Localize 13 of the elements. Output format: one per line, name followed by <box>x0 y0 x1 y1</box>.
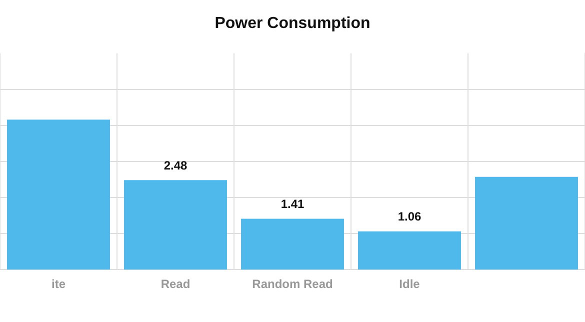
bar <box>7 120 110 270</box>
x-tick-label: ite <box>51 277 66 292</box>
x-tick-label: Idle <box>399 277 420 292</box>
data-label: 1.06 <box>398 210 422 224</box>
data-label: 2.48 <box>164 158 188 172</box>
x-tick-label: Random Read <box>252 277 333 292</box>
x-tick-label: Read <box>160 277 190 292</box>
bar <box>475 176 578 270</box>
bar <box>358 231 461 270</box>
bar <box>241 218 344 270</box>
chart-title: Power Consumption <box>214 15 370 32</box>
data-label: 1.41 <box>280 197 304 212</box>
bar <box>124 180 227 270</box>
